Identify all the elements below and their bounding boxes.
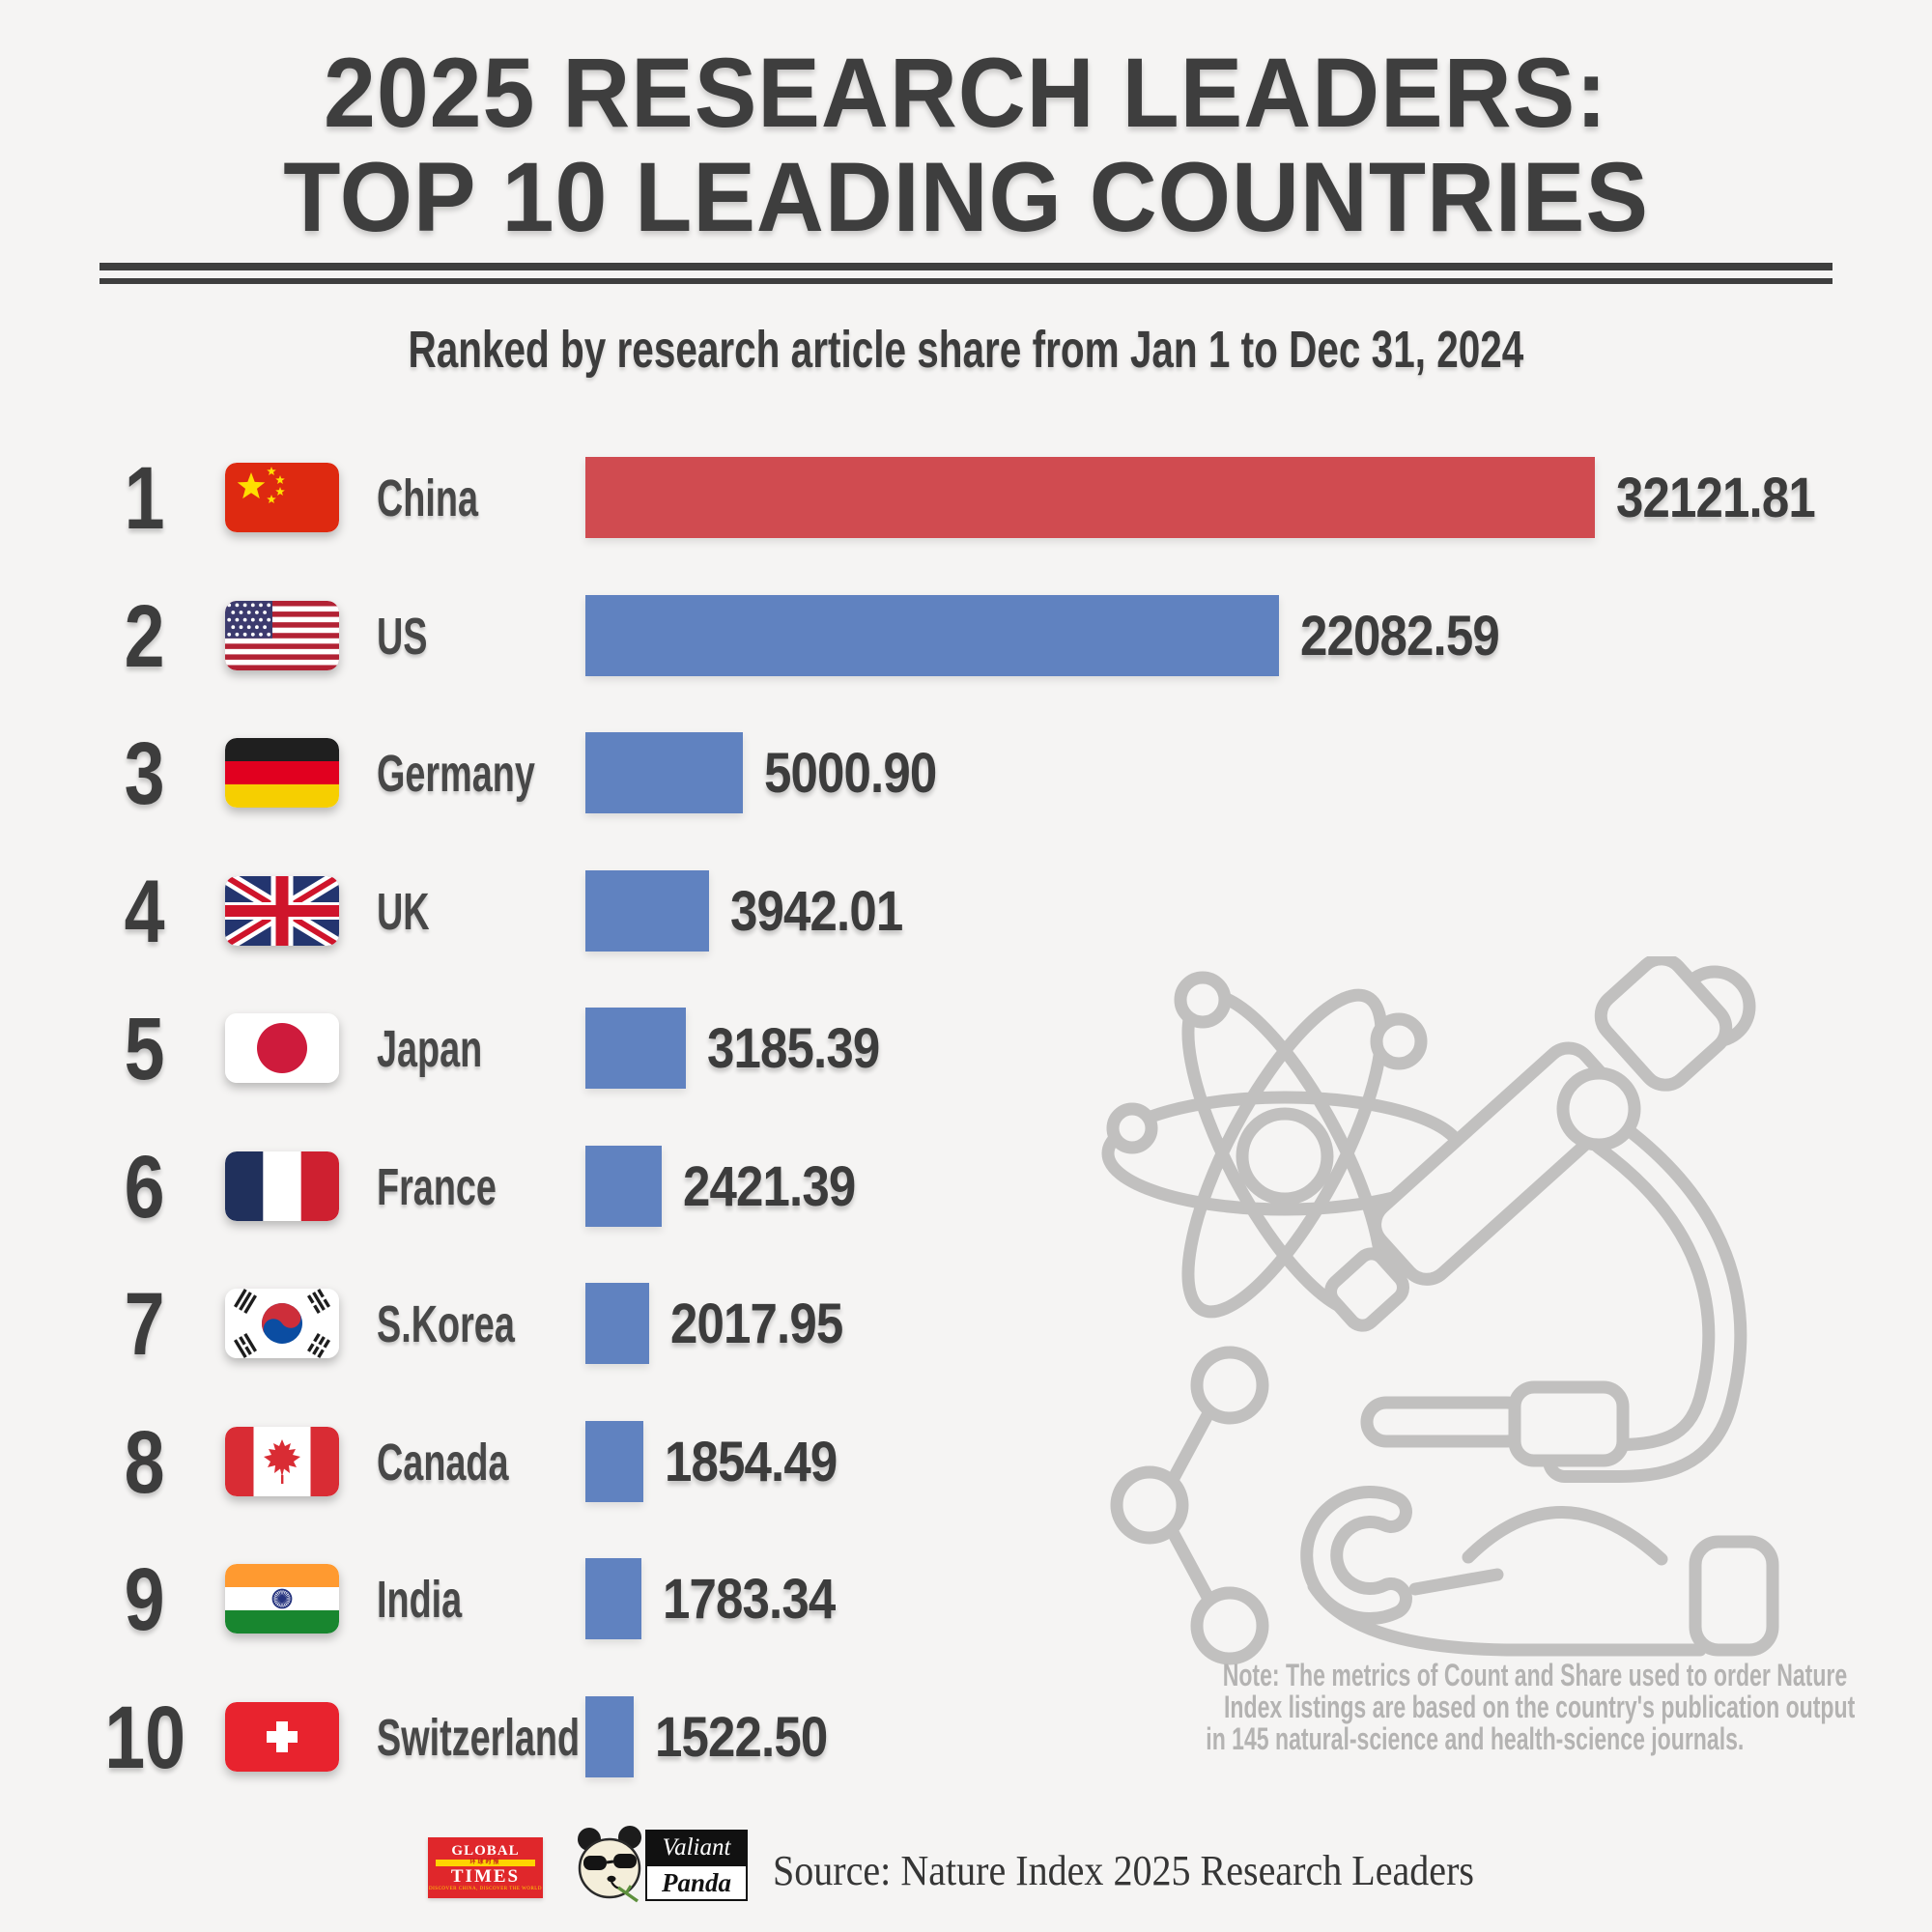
page-title: 2025 RESEARCH LEADERS: TOP 10 LEADING CO… [0, 41, 1932, 249]
chart-row: 3 Germany 5000.90 [0, 724, 1932, 823]
rank-label: 3 [125, 724, 165, 823]
canada-flag [225, 1426, 339, 1496]
page-title-line1: 2025 RESEARCH LEADERS: [324, 38, 1608, 148]
us-flag [225, 600, 339, 670]
country-label: US [377, 607, 428, 666]
value-label: 3185.39 [707, 1017, 880, 1080]
header-divider-thin [99, 278, 1833, 284]
rank-label: 8 [125, 1412, 165, 1512]
france-flag [225, 1151, 339, 1221]
source-text: Source: Nature Index 2025 Research Leade… [773, 1847, 1474, 1894]
germany-flag [225, 738, 339, 808]
value-bar [585, 457, 1595, 538]
country-label: UK [377, 882, 430, 941]
atom-icon [1101, 971, 1468, 1319]
chart-row: 1 China 32121.81 [0, 449, 1932, 548]
skorea-flag [225, 1289, 339, 1358]
chart-row: 10 Switzerland 1522.50 [0, 1688, 1932, 1787]
value-label: 5000.90 [764, 742, 937, 805]
rank-label: 9 [125, 1550, 165, 1649]
note-line1: Note: The metrics of Count and Share use… [1222, 1658, 1848, 1692]
rank-label: 4 [125, 862, 165, 961]
rank-label: 2 [125, 586, 165, 686]
value-bar [585, 1145, 662, 1227]
value-label: 1522.50 [655, 1705, 828, 1769]
value-bar [585, 1420, 643, 1502]
rank-label: 6 [125, 1137, 165, 1236]
value-bar [585, 1695, 634, 1777]
value-label: 3942.01 [730, 879, 903, 943]
rank-label: 7 [125, 1275, 165, 1374]
chart-row: 9 India 1783.34 [0, 1550, 1932, 1649]
india-flag [225, 1564, 339, 1634]
value-bar [585, 1283, 649, 1364]
hand-icon [1300, 1486, 1779, 1657]
value-label: 1854.49 [665, 1430, 838, 1493]
page-title-line2: TOP 10 LEADING COUNTRIES [283, 142, 1649, 252]
rank-label: 10 [104, 1688, 185, 1787]
switzerland-flag [225, 1701, 339, 1772]
country-label: France [377, 1157, 497, 1216]
value-bar [585, 1558, 641, 1639]
global-times-logo: GLOBAL 环球时报 TIMES DISCOVER CHINA, DISCOV… [428, 1837, 543, 1898]
chart-subtitle: Ranked by research article share from Ja… [408, 321, 1524, 379]
chart-row: 7 S.Korea 2017.95 [0, 1275, 1932, 1374]
country-label: China [377, 469, 479, 527]
country-label: Canada [377, 1433, 509, 1492]
chart-row: 2 US 22082.59 [0, 586, 1932, 686]
value-bar [585, 594, 1279, 676]
note-line2: Index listings are based on the country'… [1224, 1690, 1856, 1724]
country-label: Switzerland [377, 1708, 581, 1767]
microscope-icon [1324, 956, 1756, 1483]
note-text: Note: The metrics of Count and Share use… [1101, 1658, 1856, 1756]
chart-row: 8 Canada 1854.49 [0, 1412, 1932, 1512]
country-label: S.Korea [377, 1295, 515, 1353]
note-line3: in 145 natural-science and health-scienc… [1206, 1721, 1745, 1756]
science-watermark [1101, 956, 1779, 1665]
chart-row: 4 UK 3942.01 [0, 862, 1932, 961]
chart-row: 5 Japan 3185.39 [0, 1000, 1932, 1098]
value-bar [585, 869, 709, 952]
country-label: Japan [377, 1020, 483, 1078]
rank-label: 1 [125, 449, 165, 548]
value-bar [585, 1008, 686, 1089]
molecule-icon [1110, 1346, 1269, 1665]
value-label: 2017.95 [670, 1293, 843, 1355]
value-label: 32121.81 [1616, 467, 1816, 529]
header-divider-thick [99, 263, 1833, 270]
uk-flag [225, 875, 339, 946]
chart-row: 6 France 2421.39 [0, 1137, 1932, 1236]
panda-icon [578, 1826, 641, 1903]
value-label: 22082.59 [1300, 604, 1500, 668]
value-bar [585, 732, 743, 813]
japan-flag [225, 1013, 339, 1083]
rank-label: 5 [125, 1000, 165, 1098]
value-label: 2421.39 [683, 1154, 856, 1218]
valiant-panda-logo: Valiant Panda [570, 1824, 748, 1907]
china-flag [225, 463, 339, 532]
country-label: India [377, 1571, 463, 1629]
value-label: 1783.34 [663, 1568, 836, 1631]
country-label: Germany [377, 745, 535, 803]
